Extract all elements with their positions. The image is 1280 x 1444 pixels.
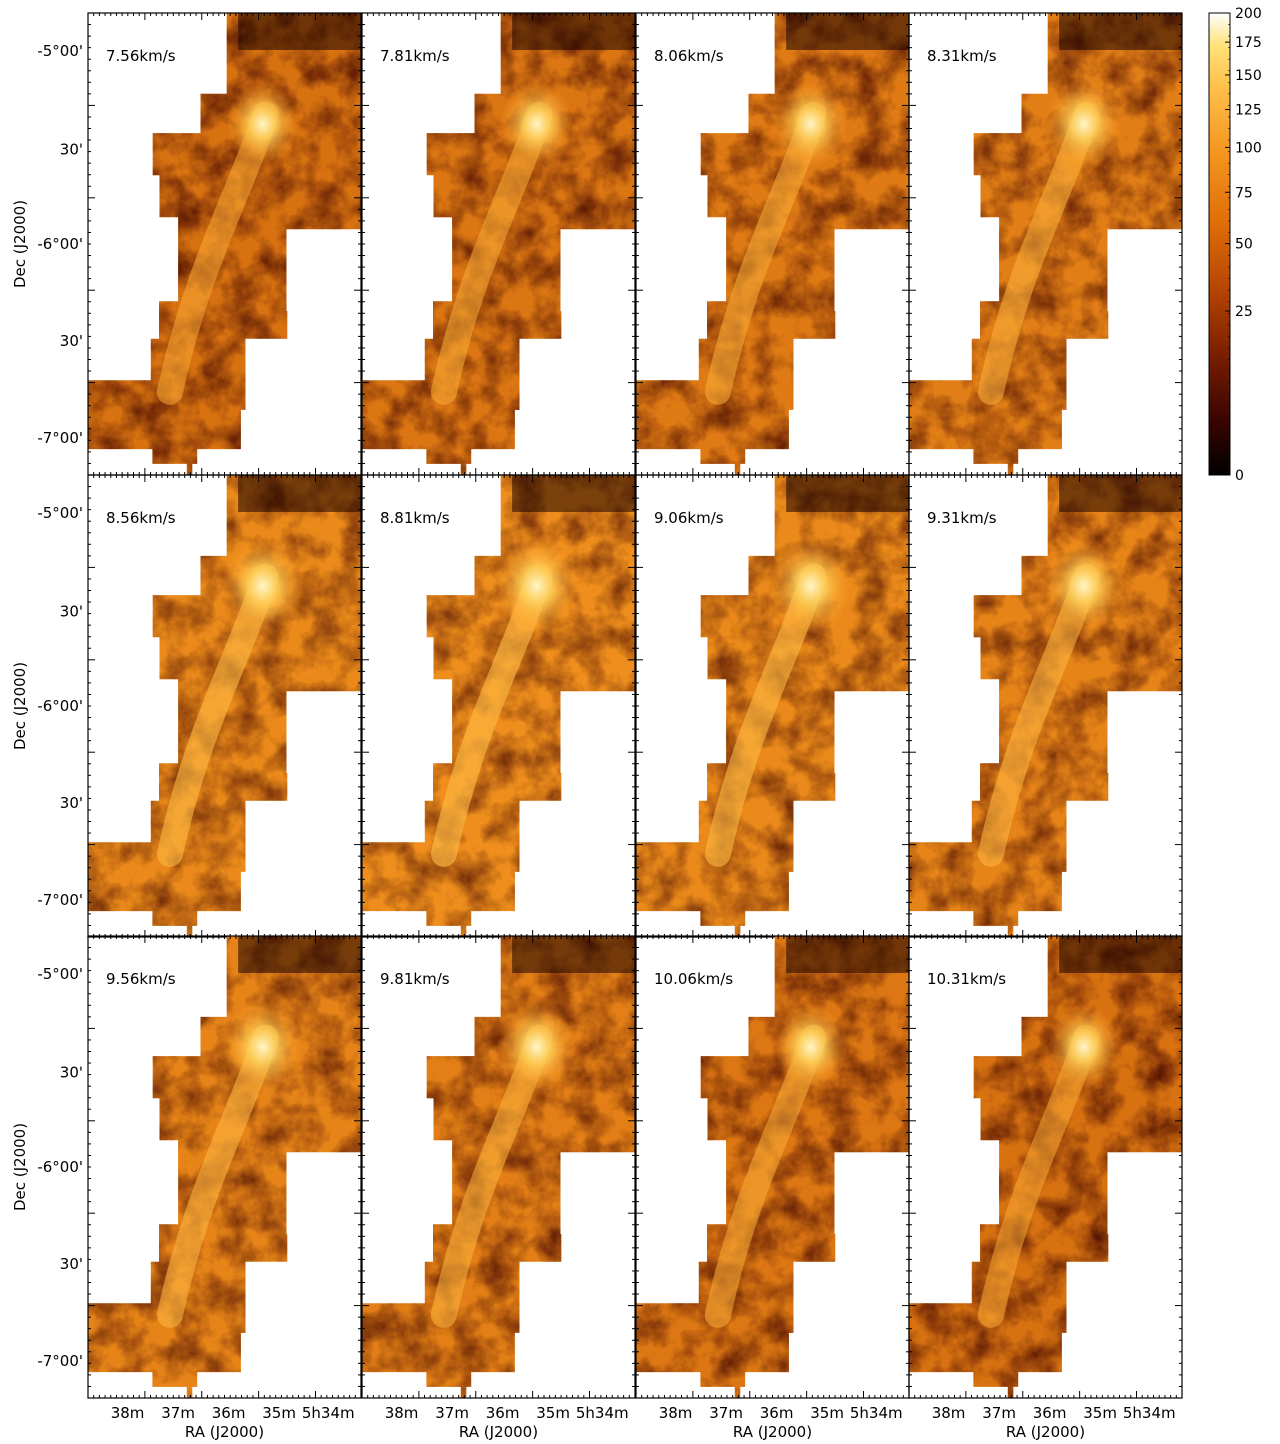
x-tick-label: 36m xyxy=(212,1404,246,1422)
velocity-label: 8.81km/s xyxy=(380,509,450,527)
x-tick-label: 37m xyxy=(982,1404,1016,1422)
y-tick-label: -5°00' xyxy=(37,42,83,60)
axis-ticks xyxy=(361,12,636,476)
y-tick-label: -5°00' xyxy=(37,504,83,522)
axis-ticks xyxy=(361,474,636,938)
velocity-label: 7.81km/s xyxy=(380,47,450,65)
velocity-label: 8.06km/s xyxy=(654,47,724,65)
x-tick-label: 37m xyxy=(161,1404,195,1422)
axis-ticks xyxy=(635,935,910,1399)
channel-panel: 9.81km/s 38m 37m 36m 35m 5h34m RA (J2000) xyxy=(361,935,636,1441)
y-tick-label: 30' xyxy=(60,140,83,158)
x-axis-title: RA (J2000) xyxy=(733,1423,812,1441)
x-tick-label: 36m xyxy=(1033,1404,1067,1422)
axis-ticks xyxy=(908,935,1183,1399)
x-axis-title: RA (J2000) xyxy=(459,1423,538,1441)
colorbar-label: 100 xyxy=(1235,140,1262,156)
velocity-label: 9.81km/s xyxy=(380,970,450,988)
colorbar-label: 75 xyxy=(1235,185,1253,201)
velocity-label: 9.31km/s xyxy=(927,509,997,527)
colorbar-label: 0 xyxy=(1235,468,1244,484)
channel-panel: 10.06km/s 38m 37m 36m 35m 5h34m RA (J2000) xyxy=(635,935,910,1441)
x-tick-label: 35m xyxy=(536,1404,570,1422)
colorbar-label: 200 xyxy=(1235,6,1262,22)
y-axis-title: Dec (J2000) xyxy=(11,662,29,750)
y-axis-title: Dec (J2000) xyxy=(11,1123,29,1211)
colorbar-label: 175 xyxy=(1235,35,1262,51)
x-tick-label: 38m xyxy=(111,1404,145,1422)
x-tick-label: 35m xyxy=(1083,1404,1117,1422)
colorbar-label: 125 xyxy=(1235,103,1262,119)
colorbar-label: 150 xyxy=(1235,68,1262,84)
x-tick-label: 38m xyxy=(385,1404,419,1422)
x-tick-label: 5h34m xyxy=(1123,1404,1176,1422)
x-tick-label: 36m xyxy=(760,1404,794,1422)
x-tick-label: 35m xyxy=(810,1404,844,1422)
axis-ticks xyxy=(87,935,362,1399)
x-axis-title: RA (J2000) xyxy=(185,1423,264,1441)
colorbar-label: 50 xyxy=(1235,237,1253,253)
velocity-label: 9.56km/s xyxy=(106,970,176,988)
channel-panel: 10.31km/s 38m 37m 36m 35m 5h34m RA (J2000) xyxy=(908,935,1183,1441)
channel-panel: 9.56km/s -5°00' 30' -6°00' 30' -7°00' Dec (J20… xyxy=(11,935,362,1441)
x-tick-label: 5h34m xyxy=(576,1404,629,1422)
channel-panel: 9.31km/s xyxy=(908,474,1183,938)
y-tick-label: -6°00' xyxy=(37,1158,83,1176)
y-tick-label: -6°00' xyxy=(37,235,83,253)
y-tick-label: -7°00' xyxy=(37,891,83,909)
y-tick-label: -6°00' xyxy=(37,697,83,715)
velocity-label: 7.56km/s xyxy=(106,47,176,65)
x-axis-title: RA (J2000) xyxy=(1006,1423,1085,1441)
channel-panel: 9.06km/s xyxy=(635,474,910,938)
x-tick-label: 38m xyxy=(932,1404,966,1422)
x-tick-label: 5h34m xyxy=(850,1404,903,1422)
axis-ticks xyxy=(908,12,1183,476)
channel-panel: 7.81km/s xyxy=(361,12,636,476)
colorbar-label: 25 xyxy=(1235,304,1253,320)
velocity-label: 10.31km/s xyxy=(927,970,1006,988)
y-tick-label: 30' xyxy=(60,794,83,812)
y-tick-label: 30' xyxy=(60,1255,83,1273)
x-tick-label: 35m xyxy=(262,1404,296,1422)
x-tick-label: 37m xyxy=(709,1404,743,1422)
x-tick-label: 38m xyxy=(659,1404,693,1422)
velocity-label: 10.06km/s xyxy=(654,970,733,988)
y-tick-label: 30' xyxy=(60,1063,83,1081)
channel-panel: 8.31km/s xyxy=(908,12,1183,476)
velocity-label: 9.06km/s xyxy=(654,509,724,527)
velocity-label: 8.31km/s xyxy=(927,47,997,65)
channel-panel: 7.56km/s -5°00' 30' -6°00' 30' -7°00' Dec (J20… xyxy=(11,12,362,476)
channel-panel: 8.56km/s -5°00' 30' -6°00' 30' -7°00' Dec (J20… xyxy=(11,474,362,938)
channel-panel: 8.81km/s xyxy=(361,474,636,938)
colorbar: 200 175 150 125 100 75 50 25 0 xyxy=(1208,6,1262,484)
y-tick-label: 30' xyxy=(60,602,83,620)
y-tick-label: -5°00' xyxy=(37,965,83,983)
y-tick-label: -7°00' xyxy=(37,429,83,447)
x-tick-label: 5h34m xyxy=(302,1404,355,1422)
y-axis-title: Dec (J2000) xyxy=(11,200,29,288)
panel-grid: 7.56km/s -5°00' 30' -6°00' 30' -7°00' Dec (J20… xyxy=(11,12,1183,1441)
x-tick-label: 36m xyxy=(486,1404,520,1422)
velocity-label: 8.56km/s xyxy=(106,509,176,527)
axis-ticks xyxy=(361,935,636,1399)
x-tick-label: 37m xyxy=(435,1404,469,1422)
y-tick-label: 30' xyxy=(60,332,83,350)
channel-panel: 8.06km/s xyxy=(635,12,910,476)
y-tick-label: -7°00' xyxy=(37,1352,83,1370)
